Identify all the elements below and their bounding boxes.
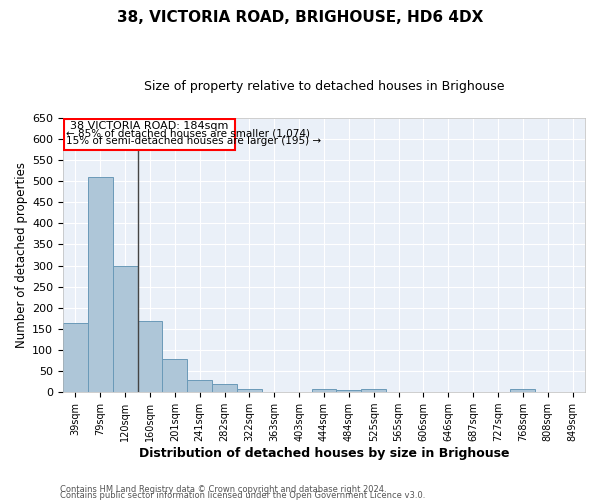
- Bar: [137, 322, 163, 392]
- Bar: [361, 389, 386, 392]
- Text: Contains public sector information licensed under the Open Government Licence v3: Contains public sector information licen…: [60, 491, 425, 500]
- Bar: [511, 389, 535, 392]
- Bar: [88, 177, 113, 392]
- Bar: [64, 120, 235, 150]
- Bar: [163, 360, 187, 392]
- Bar: [337, 390, 361, 392]
- Bar: [63, 322, 88, 392]
- Bar: [311, 389, 337, 392]
- Y-axis label: Number of detached properties: Number of detached properties: [15, 162, 28, 348]
- Bar: [212, 384, 237, 392]
- Title: Size of property relative to detached houses in Brighouse: Size of property relative to detached ho…: [144, 80, 504, 93]
- Text: Contains HM Land Registry data © Crown copyright and database right 2024.: Contains HM Land Registry data © Crown c…: [60, 484, 386, 494]
- X-axis label: Distribution of detached houses by size in Brighouse: Distribution of detached houses by size …: [139, 447, 509, 460]
- Bar: [237, 389, 262, 392]
- Bar: [187, 380, 212, 392]
- Text: 38 VICTORIA ROAD: 184sqm: 38 VICTORIA ROAD: 184sqm: [70, 121, 229, 131]
- Text: 38, VICTORIA ROAD, BRIGHOUSE, HD6 4DX: 38, VICTORIA ROAD, BRIGHOUSE, HD6 4DX: [117, 10, 483, 25]
- Text: 15% of semi-detached houses are larger (195) →: 15% of semi-detached houses are larger (…: [66, 136, 321, 146]
- Text: ← 85% of detached houses are smaller (1,074): ← 85% of detached houses are smaller (1,…: [66, 129, 310, 139]
- Bar: [113, 266, 137, 392]
